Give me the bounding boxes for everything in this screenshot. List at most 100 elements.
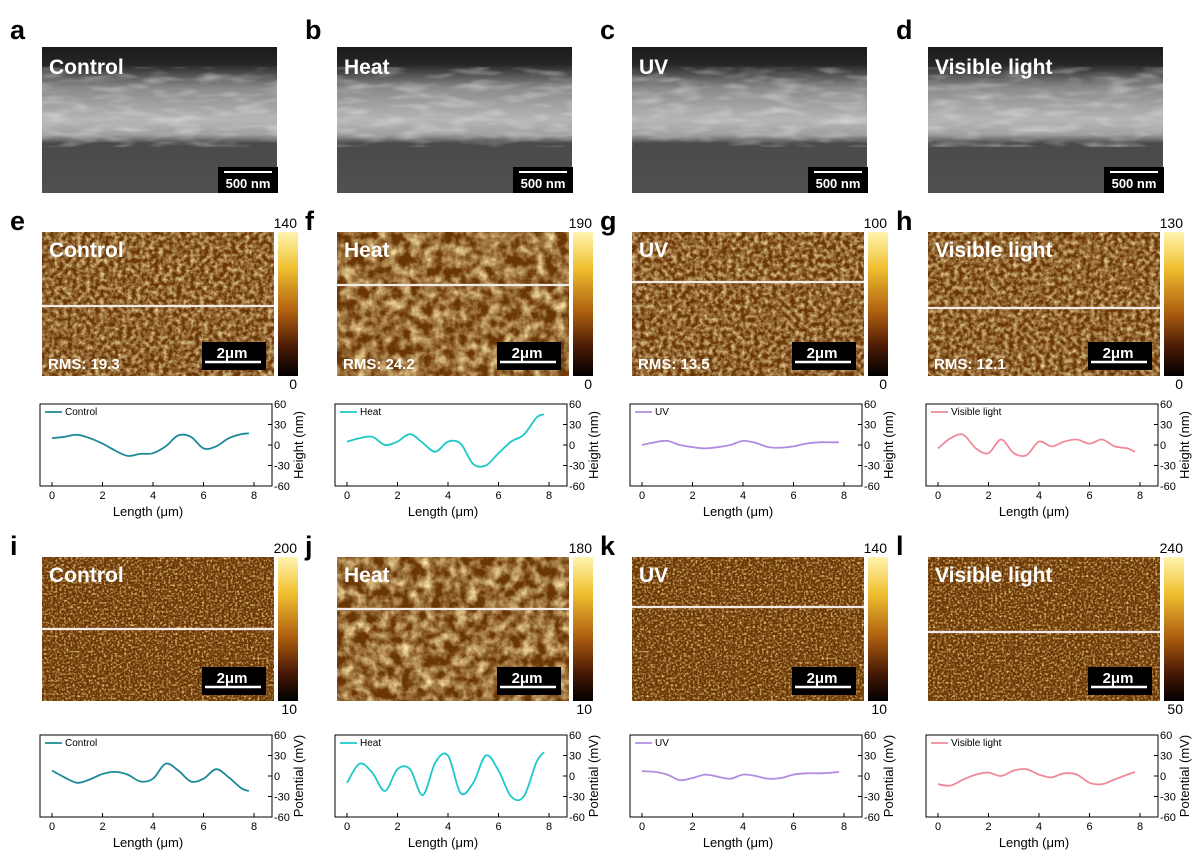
legend-label: Heat — [360, 407, 381, 418]
y-tick-label: -30 — [864, 461, 880, 473]
y-tick-label: 30 — [569, 751, 581, 763]
y-tick-label: 0 — [274, 771, 280, 783]
x-tick-label: 6 — [790, 821, 796, 833]
sem-title: Visible light — [935, 56, 1052, 79]
colorbar-max: 190 — [569, 215, 593, 231]
kpfm-panel-i: i Control 2μm 200 10 — [10, 531, 298, 717]
map-title: Control — [49, 564, 124, 587]
colorbar-min: 50 — [1167, 701, 1183, 717]
legend-label: Control — [65, 738, 97, 749]
x-tick-label: 2 — [99, 821, 105, 833]
legend-label: Control — [65, 407, 97, 418]
afm-panel-h: h Visible light RMS: 12.1 2μm 130 0 — [896, 206, 1184, 392]
y-tick-label: -30 — [1160, 461, 1176, 473]
y-tick-label: 30 — [1160, 420, 1172, 432]
y-axis-label: Height (nm) — [291, 411, 306, 479]
y-tick-label: -60 — [569, 812, 585, 824]
scale-bar-label: 2μm — [807, 345, 838, 362]
profile-chart-3: 0 2 4 6 8 60 30 0 -30 -60 Length (μm) Height (nm) UV — [629, 399, 896, 519]
x-tick-label: 6 — [1086, 490, 1092, 502]
x-tick-label: 4 — [1036, 821, 1042, 833]
x-tick-label: 8 — [1137, 490, 1143, 502]
panel-label: d — [896, 15, 913, 45]
afm-panel-f: f Heat RMS: 24.2 2μm 190 0 — [305, 206, 593, 392]
x-axis-label: Length (μm) — [113, 504, 183, 519]
profile-chart-4: 0 2 4 6 8 60 30 0 -30 -60 Length (μm) Height (nm) Vi… — [925, 399, 1192, 519]
afm-panel-e: e Control RMS: 19.3 2μm 140 0 — [10, 206, 298, 392]
x-tick-label: 6 — [200, 821, 206, 833]
y-tick-label: -30 — [569, 461, 585, 473]
colorbar-min: 10 — [281, 701, 297, 717]
y-tick-label: 0 — [569, 771, 575, 783]
x-axis-label: Length (μm) — [703, 504, 773, 519]
y-axis-label: Potential (mV) — [881, 735, 896, 817]
x-tick-label: 4 — [1036, 490, 1042, 502]
x-axis-label: Length (μm) — [999, 835, 1069, 850]
y-tick-label: 0 — [569, 440, 575, 452]
map-title: Heat — [344, 564, 390, 587]
x-tick-label: 2 — [689, 490, 695, 502]
y-tick-label: 30 — [274, 751, 286, 763]
y-tick-label: -30 — [864, 792, 880, 804]
y-tick-label: -30 — [569, 792, 585, 804]
panel-label: g — [600, 206, 617, 236]
y-tick-label: 60 — [1160, 399, 1172, 411]
panel-label: c — [600, 15, 615, 45]
x-tick-label: 6 — [495, 821, 501, 833]
sem-title: Heat — [344, 56, 390, 79]
map-title: Control — [49, 239, 124, 262]
colorbar-min: 10 — [871, 701, 887, 717]
series-line — [641, 439, 839, 450]
colorbar-max: 140 — [274, 215, 298, 231]
kpfm-panel-j: j Heat 2μm 180 10 — [304, 531, 593, 717]
x-tick-label: 0 — [639, 490, 645, 502]
colorbar-max: 240 — [1160, 540, 1184, 556]
series-line — [937, 768, 1136, 787]
x-tick-label: 2 — [394, 490, 400, 502]
x-tick-label: 4 — [445, 821, 451, 833]
y-tick-label: -60 — [569, 481, 585, 493]
colorbar-min: 0 — [584, 376, 592, 392]
x-tick-label: 0 — [935, 490, 941, 502]
y-tick-label: 60 — [864, 730, 876, 742]
y-tick-label: 60 — [864, 399, 876, 411]
x-axis-label: Length (μm) — [408, 835, 478, 850]
colorbar-min: 0 — [879, 376, 887, 392]
x-tick-label: 4 — [150, 821, 156, 833]
scale-bar-box — [1088, 667, 1152, 695]
scale-bar-box — [497, 667, 561, 695]
x-tick-label: 8 — [251, 821, 257, 833]
colorbar-max: 130 — [1160, 215, 1184, 231]
y-axis-label: Height (nm) — [881, 411, 896, 479]
series-line — [937, 433, 1136, 458]
rms-label: RMS: 19.3 — [48, 356, 120, 373]
sem-texture — [42, 67, 277, 147]
sem-panel-b: b Heat 500 nm — [305, 15, 573, 193]
panel-label: k — [600, 531, 616, 561]
panel-label: l — [896, 531, 904, 561]
colorbar — [278, 557, 298, 701]
y-axis-label: Potential (mV) — [291, 735, 306, 817]
profile-chart-1: 0 2 4 6 8 60 30 0 -30 -60 Length (μm) Height (nm) Co… — [39, 399, 306, 519]
x-axis-label: Length (μm) — [408, 504, 478, 519]
sem-title: Control — [49, 56, 124, 79]
map-title: UV — [639, 564, 668, 587]
kpfm-panel-k: k UV 2μm 140 10 — [600, 531, 888, 717]
scale-bar-box — [792, 342, 856, 370]
profile-chart-3: 0 2 4 6 8 60 30 0 -30 -60 Length (μm) Potential (mV… — [629, 730, 896, 850]
x-tick-label: 2 — [394, 821, 400, 833]
panel-label: j — [304, 531, 313, 561]
map-title: Visible light — [935, 239, 1052, 262]
series-line — [346, 751, 545, 802]
x-tick-label: 4 — [740, 821, 746, 833]
sem-texture — [632, 67, 867, 147]
y-tick-label: 60 — [274, 399, 286, 411]
rms-label: RMS: 13.5 — [638, 356, 710, 373]
scale-bar-label: 2μm — [512, 670, 543, 687]
x-axis-label: Length (μm) — [113, 835, 183, 850]
legend-label: UV — [655, 738, 669, 749]
y-axis-label: Height (nm) — [586, 411, 601, 479]
y-tick-label: 0 — [1160, 440, 1166, 452]
profile-chart-2: 0 2 4 6 8 60 30 0 -30 -60 Length (μm) Height (nm) He… — [334, 399, 601, 519]
series-line — [51, 432, 249, 457]
